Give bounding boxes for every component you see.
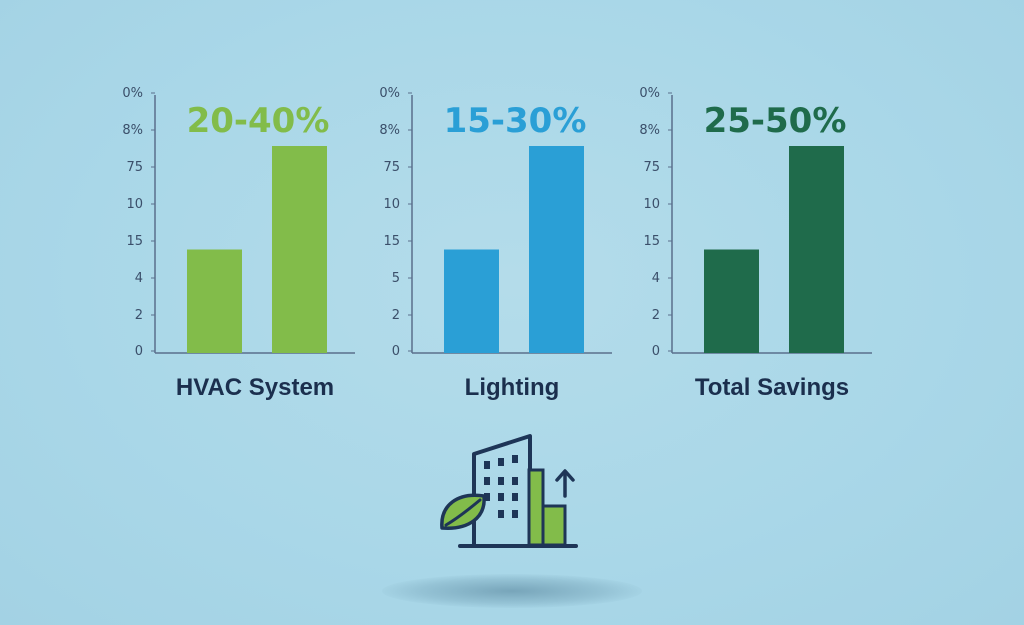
y-tick-label: 4 [135,271,143,286]
y-tick-label: 2 [652,308,660,323]
green-building-icon [436,430,586,555]
y-tick-label: 75 [643,160,660,175]
bar-low [444,249,499,353]
y-tick-label: 0% [639,86,660,101]
y-tick-label: 5 [392,271,400,286]
y-tick-label: 15 [643,234,660,249]
y-tick-label: 15 [383,234,400,249]
bar-low [187,249,242,353]
bar-high [272,146,327,353]
y-tick-label: 2 [135,308,143,323]
icon-shadow [382,574,642,608]
y-tick-label: 75 [383,160,400,175]
chart-label: Lighting [465,374,560,401]
range-headline: 25-50% [704,101,847,141]
chart-label: HVAC System [176,374,334,401]
y-tick-label: 8% [379,123,400,138]
y-tick-label: 10 [126,197,143,212]
bar-low [704,249,759,353]
y-tick-label: 0% [379,86,400,101]
bar-high [529,146,584,353]
growth-bar-tall [527,468,545,547]
range-headline: 15-30% [444,101,587,141]
bar-high [789,146,844,353]
y-tick-label: 0 [652,344,660,359]
building-outline [472,434,532,545]
growth-bar-short [541,504,567,547]
range-headline: 20-40% [187,101,330,141]
chart-1: 0% 8% 75 10 15 5 2 0 15-30% Lighting [379,86,612,401]
y-tick-label: 2 [392,308,400,323]
building-windows [484,455,518,518]
chart-2: 0% 8% 75 10 15 4 2 0 25-50% Total Savings [639,86,872,401]
leaf-icon [440,493,486,530]
y-tick-label: 8% [122,123,143,138]
y-tick-label: 4 [652,271,660,286]
y-tick-label: 0% [122,86,143,101]
chart-0: 0% 8% 75 10 15 4 2 0 20-40% HVAC System [122,86,355,401]
y-tick-label: 0 [135,344,143,359]
y-tick-label: 10 [643,197,660,212]
y-tick-label: 15 [126,234,143,249]
chart-label: Total Savings [695,374,849,401]
y-tick-label: 10 [383,197,400,212]
y-tick-label: 75 [126,160,143,175]
y-tick-label: 8% [639,123,660,138]
y-tick-label: 0 [392,344,400,359]
up-arrow-icon [555,469,575,498]
